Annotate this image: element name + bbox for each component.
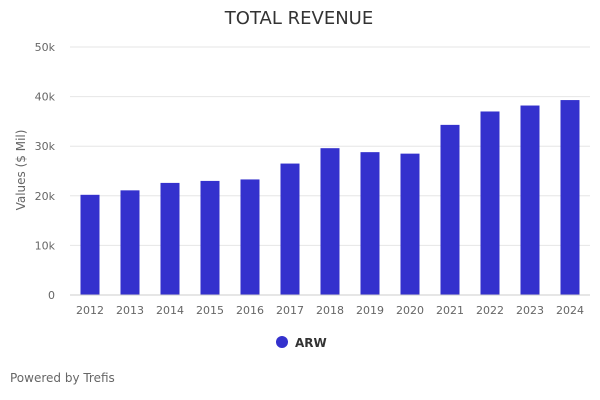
bar-2022[interactable]: [480, 111, 500, 295]
legend-marker-arw: [276, 336, 288, 348]
x-tick-label: 2012: [76, 304, 104, 317]
x-tick-label: 2020: [396, 304, 424, 317]
bar-2012[interactable]: [80, 194, 100, 295]
x-tick-label: 2024: [556, 304, 584, 317]
chart-title: TOTAL REVENUE: [224, 8, 373, 29]
x-tick-label: 2016: [236, 304, 264, 317]
bar-2018[interactable]: [320, 148, 340, 295]
x-tick-label: 2013: [116, 304, 144, 317]
y-tick-label: 40k: [35, 91, 56, 104]
bar-2020[interactable]: [400, 153, 420, 295]
y-tick-label: 20k: [35, 190, 56, 203]
y-axis-ticks: 0 10k 20k 30k 40k 50k: [35, 41, 56, 302]
x-tick-label: 2014: [156, 304, 184, 317]
x-tick-label: 2022: [476, 304, 504, 317]
bar-2019[interactable]: [360, 152, 380, 295]
x-axis-ticks: 2012 2013 2014 2015 2016 2017 2018 2019 2020 2021…: [76, 304, 584, 317]
y-tick-label: 10k: [35, 239, 56, 252]
bars: [80, 100, 580, 296]
bar-2021[interactable]: [440, 124, 460, 295]
x-tick-label: 2023: [516, 304, 544, 317]
bar-2016[interactable]: [240, 179, 260, 295]
x-tick-label: 2017: [276, 304, 304, 317]
powered-by-text: Powered by Trefis: [10, 371, 115, 385]
x-tick-label: 2018: [316, 304, 344, 317]
x-tick-label: 2015: [196, 304, 224, 317]
legend-label-arw: ARW: [295, 336, 327, 350]
bar-2013[interactable]: [120, 190, 140, 295]
y-tick-label: 50k: [35, 41, 56, 54]
bar-2015[interactable]: [200, 180, 220, 295]
y-tick-label: 30k: [35, 140, 56, 153]
x-tick-label: 2021: [436, 304, 464, 317]
y-tick-label: 0: [48, 289, 55, 302]
grid-lines: [70, 46, 590, 246]
x-tick-label: 2019: [356, 304, 384, 317]
bar-2023[interactable]: [520, 105, 540, 295]
legend[interactable]: ARW: [276, 336, 327, 350]
y-axis-label: Values ($ Mil): [14, 130, 28, 211]
bar-2024[interactable]: [560, 100, 580, 296]
bar-2017[interactable]: [280, 163, 300, 295]
bar-2014[interactable]: [160, 182, 180, 295]
